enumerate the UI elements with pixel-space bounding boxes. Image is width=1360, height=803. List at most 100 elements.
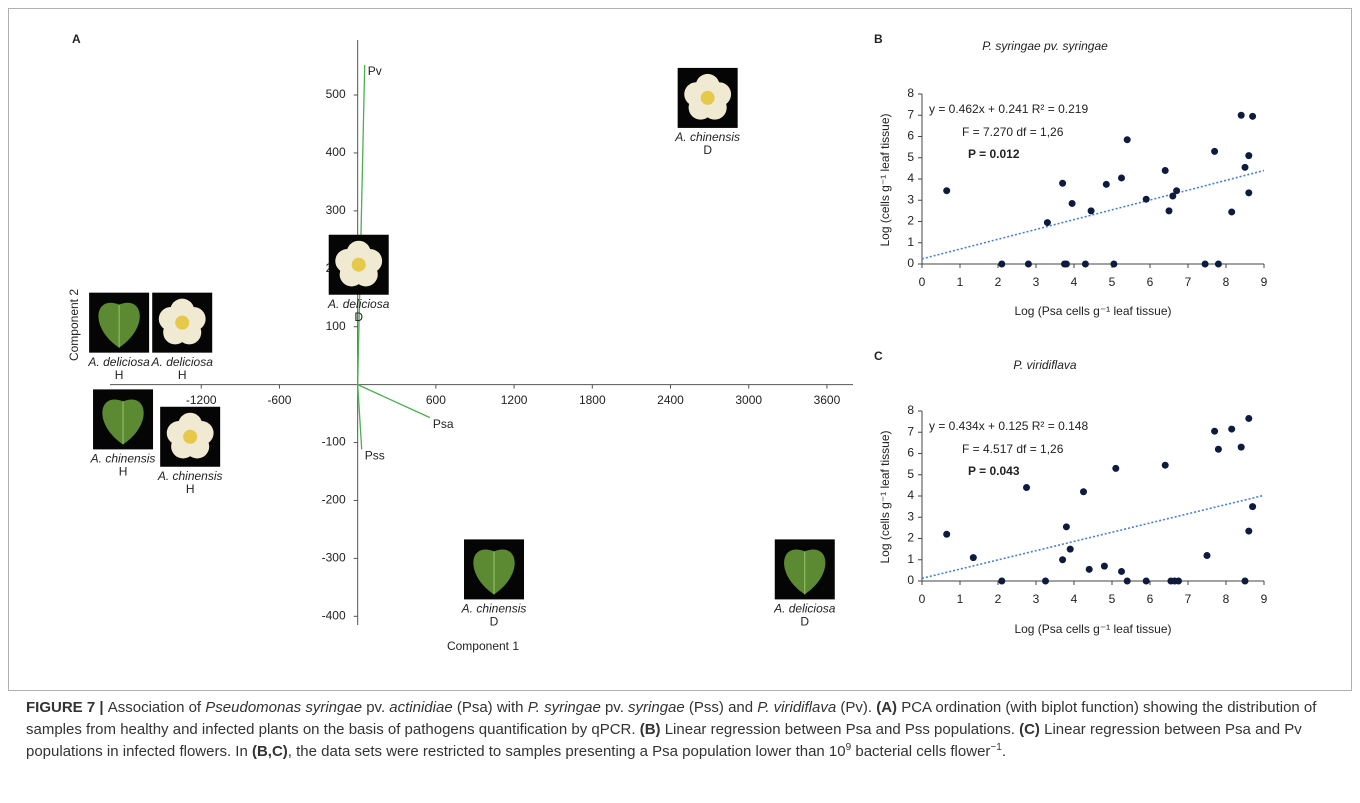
- data-point: [1215, 261, 1222, 268]
- data-point: [1249, 113, 1256, 120]
- caption: FIGURE 7 | Association of Pseudomonas sy…: [26, 697, 1336, 763]
- x-tick-label: 3: [1033, 592, 1040, 606]
- data-point: [1103, 181, 1110, 188]
- y-tick-label: 4: [907, 488, 914, 502]
- x-tick-label: 1: [957, 592, 964, 606]
- sample-species: A. chinensis: [461, 602, 527, 616]
- data-point: [1044, 219, 1051, 226]
- caption-run: , the data sets were restricted to sampl…: [288, 743, 846, 760]
- x-tick-label: 600: [426, 393, 446, 407]
- flower-center: [175, 316, 189, 330]
- y-tick-label: 8: [907, 86, 914, 100]
- data-point: [1082, 261, 1089, 268]
- sample-species: A. deliciosa: [87, 355, 150, 369]
- x-tick-label: 8: [1223, 275, 1230, 289]
- y-axis-label: Component 2: [67, 289, 81, 361]
- caption-run: FIGURE 7 |: [26, 699, 108, 716]
- data-point: [1202, 261, 1209, 268]
- sample-species: A. chinensis: [157, 469, 223, 483]
- sample-group: D: [490, 615, 499, 629]
- caption-run: syringae: [628, 699, 685, 716]
- data-point: [1242, 164, 1249, 171]
- x-tick-label: 0: [919, 592, 926, 606]
- y-tick-label: 300: [326, 203, 346, 217]
- caption-run: Association of: [108, 699, 206, 716]
- data-point: [1143, 578, 1150, 585]
- page: A-1200-60060012001800240030003600-400-30…: [0, 0, 1360, 803]
- y-tick-label: 3: [907, 509, 914, 523]
- x-tick-label: -600: [267, 393, 291, 407]
- x-tick-label: 9: [1261, 275, 1268, 289]
- caption-run: (C): [1019, 721, 1040, 738]
- data-point: [1228, 208, 1235, 215]
- loading-vector: [358, 385, 362, 450]
- x-tick-label: 3: [1033, 275, 1040, 289]
- data-point: [1175, 578, 1182, 585]
- sample-group: D: [703, 143, 712, 157]
- x-tick-label: 7: [1185, 275, 1192, 289]
- y-tick-label: 4: [907, 171, 914, 185]
- data-point: [1118, 174, 1125, 181]
- data-point: [1080, 488, 1087, 495]
- y-tick-label: 5: [907, 150, 914, 164]
- caption-run: (Pv).: [836, 699, 876, 716]
- x-tick-label: 1800: [579, 393, 606, 407]
- sample-icon: [89, 293, 149, 353]
- caption-run: actinidiae: [389, 699, 452, 716]
- data-point: [1245, 152, 1252, 159]
- sample-icon: [678, 68, 738, 128]
- vector-label: Pss: [365, 449, 385, 463]
- panel-title: P. viridiflava: [1013, 358, 1076, 372]
- data-point: [1088, 207, 1095, 214]
- sample-icon: [152, 293, 212, 353]
- y-tick-label: 2: [907, 214, 914, 228]
- data-point: [1215, 446, 1222, 453]
- x-tick-label: 0: [919, 275, 926, 289]
- data-point: [943, 531, 950, 538]
- data-point: [1245, 415, 1252, 422]
- data-point: [1059, 180, 1066, 187]
- y-tick-label: -100: [322, 435, 346, 449]
- data-point: [998, 261, 1005, 268]
- y-tick-label: 3: [907, 192, 914, 206]
- x-tick-label: 1200: [501, 393, 528, 407]
- caption-run: P. viridiflava: [757, 699, 836, 716]
- x-tick-label: 6: [1147, 275, 1154, 289]
- sample-species: A. chinensis: [90, 452, 156, 466]
- data-point: [1242, 578, 1249, 585]
- y-tick-label: 5: [907, 467, 914, 481]
- y-tick-label: -400: [322, 608, 346, 622]
- y-tick-label: 1: [907, 235, 914, 249]
- x-tick-label: 8: [1223, 592, 1230, 606]
- x-tick-label: 3000: [735, 393, 762, 407]
- data-point: [1112, 465, 1119, 472]
- panel-letter: B: [874, 32, 883, 46]
- data-point: [1162, 462, 1169, 469]
- loading-vector: [358, 385, 430, 418]
- x-tick-label: 1: [957, 275, 964, 289]
- y-tick-label: 8: [907, 403, 914, 417]
- caption-run: pv.: [362, 699, 389, 716]
- y-tick-label: 500: [326, 87, 346, 101]
- panel-letter: C: [874, 349, 883, 363]
- sample-icon: [775, 539, 835, 599]
- y-tick-label: -300: [322, 551, 346, 565]
- y-axis-label: Log (cells g⁻¹ leaf tissue): [878, 113, 892, 246]
- caption-run: −1: [990, 742, 1001, 753]
- x-axis-label: Component 1: [447, 639, 519, 653]
- data-point: [1228, 426, 1235, 433]
- sample-icon: [93, 389, 153, 449]
- sample-group: D: [354, 310, 363, 324]
- caption-run: (B,C): [252, 743, 288, 760]
- x-axis-label: Log (Psa cells g⁻¹ leaf tissue): [1014, 304, 1171, 318]
- y-tick-label: 0: [907, 573, 914, 587]
- x-tick-label: 2: [995, 592, 1002, 606]
- y-tick-label: 6: [907, 129, 914, 143]
- data-point: [1063, 261, 1070, 268]
- y-tick-label: 400: [326, 145, 346, 159]
- flower-center: [352, 258, 366, 272]
- annotation: F = 4.517 df = 1,26: [962, 442, 1064, 456]
- caption-run: Linear regression between Psa and Pss po…: [661, 721, 1020, 738]
- panel-letter: A: [72, 32, 81, 46]
- data-point: [1067, 546, 1074, 553]
